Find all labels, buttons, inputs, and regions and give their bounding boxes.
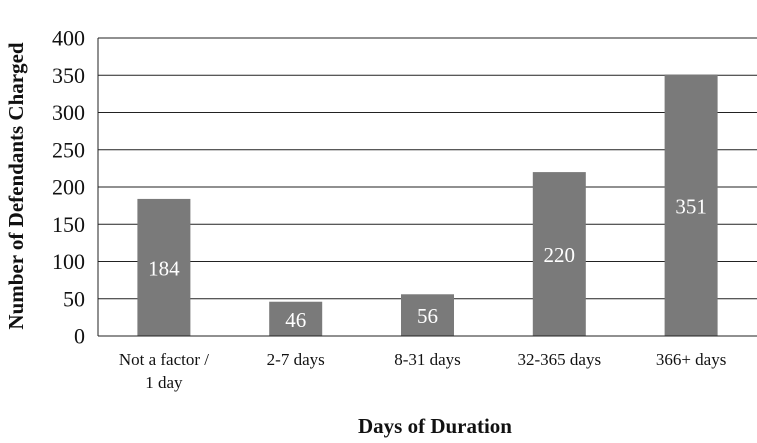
y-tick-label: 50 <box>63 286 85 311</box>
y-tick-label: 150 <box>52 212 85 237</box>
x-axis-title: Days of Duration <box>358 414 512 438</box>
bar <box>532 172 586 336</box>
bar <box>269 301 323 336</box>
x-tick-label: 366+ days <box>656 350 727 369</box>
y-tick-label: 300 <box>52 100 85 125</box>
x-tick-labels: Not a factor / 1 day 2-7 days 8-31 days 32-3… <box>119 350 727 392</box>
bar <box>664 74 718 336</box>
y-tick-label: 200 <box>52 175 85 200</box>
gridlines <box>98 37 757 300</box>
bar <box>137 198 191 336</box>
x-tick-label: 2-7 days <box>267 350 325 369</box>
y-tick-label: 400 <box>52 26 85 51</box>
x-tick-label: Not a factor / <box>119 350 209 369</box>
bar-value-label: 220 <box>544 243 576 267</box>
x-tick-label: 1 day <box>145 373 183 392</box>
y-tick-label: 250 <box>52 137 85 162</box>
bar-value-label: 351 <box>675 194 707 218</box>
bar-value-label: 56 <box>417 304 438 328</box>
y-tick-labels: 0 50 100 150 200 250 300 350 400 <box>52 26 85 349</box>
y-tick-label: 350 <box>52 63 85 88</box>
y-tick-label: 0 <box>74 324 85 349</box>
bar <box>401 294 454 336</box>
y-axis-title: Number of Defendants Charged <box>4 42 28 330</box>
x-tick-label: 32-365 days <box>518 350 602 369</box>
bars <box>137 74 718 336</box>
bar-value-label: 46 <box>285 308 306 332</box>
y-tick-label: 100 <box>52 249 85 274</box>
bar-value-label: 184 <box>148 256 180 280</box>
x-tick-label: 8-31 days <box>394 350 461 369</box>
bar-value-labels: 184 46 56 220 351 <box>148 194 707 332</box>
